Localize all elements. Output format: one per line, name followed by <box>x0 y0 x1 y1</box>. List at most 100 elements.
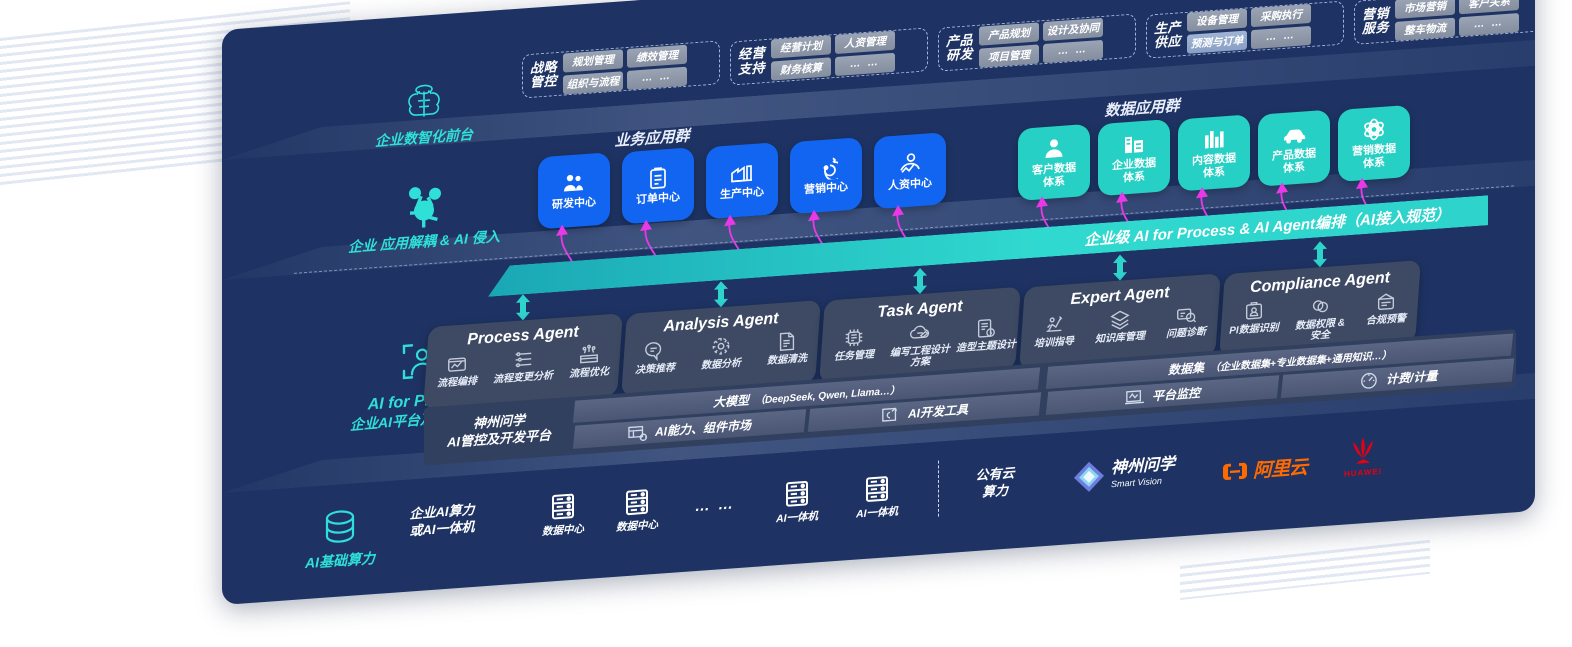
agent-0-item-2[interactable]: 流程优化 <box>558 341 620 380</box>
data-card-4-label: 营销数据 体系 <box>1352 143 1396 171</box>
agent-0-item-1-label: 流程变更分析 <box>493 370 553 386</box>
agent-2-item-1[interactable]: 编写工程设计方案 <box>889 320 951 370</box>
front-group-1-tag-2[interactable]: 财务核算 <box>771 57 832 81</box>
front-group-1[interactable]: 经营 支持 经营计划 人资管理 财务核算… … <box>730 26 928 86</box>
agent-0-item-0-label: 流程编排 <box>437 375 477 390</box>
agent-4-item-1[interactable]: 数据权限 & 安全 <box>1289 293 1351 343</box>
vendor-alicloud: 阿里云 <box>1222 452 1307 485</box>
data-card-3-label: 产品数据 体系 <box>1272 147 1316 175</box>
agent-1-item-2[interactable]: 数据清洗 <box>756 328 818 367</box>
front-group-3-tag-1[interactable]: 采购执行 <box>1251 4 1312 28</box>
agent-2-item-0[interactable]: 任务管理 <box>823 324 885 374</box>
app-card-4[interactable]: 人资中心 <box>874 132 946 210</box>
app-card-2[interactable]: 生产中心 <box>706 142 778 220</box>
agent-card-4[interactable]: Compliance Agent PI数据识别 数据权限 & 安全 合规预警 <box>1219 260 1421 357</box>
infra-node-2[interactable]: … … <box>680 495 750 519</box>
front-group-0-tags: 规划管理 绩效管理 组织与流程… … <box>563 44 688 95</box>
gauge-icon <box>1360 372 1376 389</box>
front-group-2[interactable]: 产品 研发 产品规划 设计及协同 项目管理… … <box>938 13 1136 72</box>
agent-3-item-2-label: 问题诊断 <box>1166 326 1206 341</box>
infra-node-1[interactable]: 数据中心 <box>602 485 672 536</box>
agent-4-item-2-label: 合规预警 <box>1366 313 1406 327</box>
optimize-icon <box>580 344 598 364</box>
front-group-3-tag-0[interactable]: 设备管理 <box>1187 8 1248 33</box>
front-group-3-tag-2[interactable]: 预测与订单 <box>1187 30 1248 55</box>
agent-1-item-0[interactable]: 决策推荐 <box>624 338 686 377</box>
infra-node-3[interactable]: AI一体机 <box>762 476 832 527</box>
sidebar-label-infra-text: AI基础算力 <box>305 550 375 572</box>
infra-node-0-label: 数据中心 <box>542 523 584 539</box>
agent-3-item-0[interactable]: 培训指导 <box>1023 311 1085 350</box>
platform-name: 神州问学 AI管控及开发平台 <box>446 412 551 450</box>
front-group-3[interactable]: 生产 供应 设备管理 采购执行 预测与订单… … <box>1146 0 1344 59</box>
app-card-0[interactable]: 研发中心 <box>538 152 610 230</box>
front-group-3-tag-3[interactable]: … … <box>1251 26 1312 50</box>
building-icon <box>1125 136 1143 154</box>
alicloud-icon <box>1223 462 1247 480</box>
data-card-1[interactable]: 企业数据 体系 <box>1098 119 1170 197</box>
agent-1-item-1-label: 数据分析 <box>701 357 741 372</box>
front-group-2-tag-1[interactable]: 设计及协同 <box>1043 17 1104 41</box>
front-group-0-tag-2[interactable]: 组织与流程 <box>563 70 624 95</box>
platform-bar-monitor[interactable]: 平台监控 <box>1045 375 1279 415</box>
app-card-1-label: 订单中心 <box>636 191 680 207</box>
platform-bar-components[interactable]: AI能力、组件市场 <box>572 409 806 449</box>
agent-4-item-0-label: PI数据识别 <box>1229 322 1279 337</box>
agent-0-item-0[interactable]: 流程编排 <box>426 351 488 390</box>
front-group-1-tag-0[interactable]: 经营计划 <box>771 35 832 59</box>
app-card-1[interactable]: 订单中心 <box>622 147 694 225</box>
data-card-0[interactable]: 客户数据 体系 <box>1018 123 1090 201</box>
platform-llm-title: 大模型 <box>712 392 749 410</box>
agent-3-item-1[interactable]: 知识库管理 <box>1089 306 1151 345</box>
agent-4-item-2[interactable]: 合规预警 <box>1355 288 1417 338</box>
diagnose-icon <box>1177 308 1197 323</box>
front-group-2-tag-0[interactable]: 产品规划 <box>979 22 1040 46</box>
infra-public-label: 公有云 算力 <box>975 465 1015 500</box>
front-group-4-tag-0[interactable]: 市场营销 <box>1395 0 1456 19</box>
front-group-2-tag-3[interactable]: … … <box>1043 39 1104 63</box>
agent-3-item-0-label: 培训指导 <box>1034 335 1074 350</box>
front-group-0-tag-1[interactable]: 绩效管理 <box>627 44 688 68</box>
infra-node-0[interactable]: 数据中心 <box>528 489 598 540</box>
platform-bar-billing[interactable]: 计费/计量 <box>1280 358 1514 399</box>
vendor-smartvision-name: 神州问学 <box>1111 455 1176 478</box>
infra-node-4[interactable]: AI一体机 <box>842 471 912 522</box>
agent-1-item-2-label: 数据清洗 <box>767 353 807 367</box>
data-card-3[interactable]: 产品数据 体系 <box>1258 109 1330 188</box>
front-group-1-name: 经营 支持 <box>738 45 766 77</box>
front-group-1-tag-1[interactable]: 人资管理 <box>835 30 896 55</box>
front-group-2-tag-2[interactable]: 项目管理 <box>979 44 1040 68</box>
decision-icon <box>645 342 662 362</box>
agent-2-item-2[interactable]: 造型主题设计 <box>955 315 1017 365</box>
agent-card-1[interactable]: Analysis Agent 决策推荐 数据分析 数据清洗 <box>621 300 821 397</box>
agent-3-item-2[interactable]: 问题诊断 <box>1155 302 1217 341</box>
front-group-4[interactable]: 营销 服务 市场营销 客户关系 整车物流… … <box>1354 0 1535 46</box>
cloud-pen-icon <box>909 325 930 339</box>
training-icon <box>1046 316 1063 332</box>
front-group-0[interactable]: 战略 管控 规划管理 绩效管理 组织与流程… … <box>522 40 720 99</box>
monitor-icon <box>1125 389 1145 404</box>
agent-1-item-1[interactable]: 数据分析 <box>690 333 752 372</box>
data-card-4[interactable]: 营销数据 体系 <box>1338 105 1410 183</box>
agent-4-item-0[interactable]: PI数据识别 <box>1223 298 1285 348</box>
platform-bar-monitor-label: 平台监控 <box>1152 385 1201 404</box>
agent-card-3[interactable]: Expert Agent 培训指导 知识库管理 问题诊断 <box>1019 273 1221 370</box>
front-group-4-tag-3[interactable]: … … <box>1459 12 1520 37</box>
sidebar-label-front: 企业数智化前台 <box>334 77 514 154</box>
platform-bar-devtools[interactable]: AI开发工具 <box>807 392 1041 433</box>
bar-content-icon <box>1205 130 1224 149</box>
target-icon <box>823 158 838 182</box>
front-group-1-tag-3[interactable]: … … <box>835 52 896 77</box>
front-group-4-tag-2[interactable]: 整车物流 <box>1395 17 1456 41</box>
agent-card-2[interactable]: Task Agent 任务管理 编写工程设计方案 造型主题设计 <box>819 286 1021 384</box>
agent-0-item-1[interactable]: 流程变更分析 <box>492 346 554 386</box>
front-group-0-tag-3[interactable]: … … <box>627 66 688 90</box>
server-icon <box>552 493 574 520</box>
front-group-0-tag-0[interactable]: 规划管理 <box>563 48 624 73</box>
data-card-2[interactable]: 内容数据 体系 <box>1178 114 1250 192</box>
user-avatar-icon <box>1045 139 1063 158</box>
app-card-3[interactable]: 营销中心 <box>790 137 862 215</box>
agent-card-0[interactable]: Process Agent 流程编排 流程变更分析 流程优化 <box>423 313 623 410</box>
front-group-4-tag-1[interactable]: 客户关系 <box>1459 0 1520 15</box>
platform-bar-components-label: AI能力、组件市场 <box>655 418 752 439</box>
